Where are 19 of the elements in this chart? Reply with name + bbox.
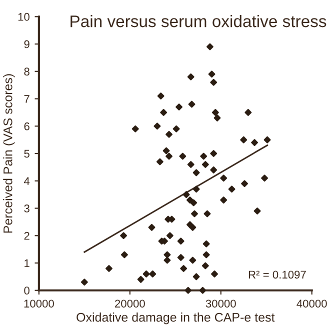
y-axis-title: Perceived Pain (VAS scores) — [3, 74, 15, 233]
chart-title: Pain versus serum oxidative stress — [70, 14, 326, 28]
y-tick-label: 1 — [24, 259, 30, 268]
annotation: R² = 0.1097 — [248, 270, 306, 279]
y-tick-label: 3 — [24, 204, 30, 212]
y-tick-label: 9 — [24, 40, 30, 48]
y-tick-label: 5 — [24, 150, 30, 158]
y-tick-label: 4 — [24, 177, 30, 185]
x-tick-label: 10000 — [24, 300, 54, 308]
y-tick-label: 2 — [24, 232, 30, 240]
y-tick-label: 7 — [24, 95, 30, 103]
y-tick-label: 10 — [18, 12, 30, 21]
y-tick-label: 0 — [24, 286, 30, 295]
x-tick-label: 20000 — [115, 300, 145, 308]
x-axis-title: Oxidative damage in the CAP-e test — [76, 312, 275, 324]
y-tick-label: 6 — [24, 122, 30, 130]
x-tick-label: 30000 — [206, 300, 236, 308]
x-tick-label: 40000 — [296, 300, 327, 308]
y-tick-label: 8 — [24, 68, 30, 76]
